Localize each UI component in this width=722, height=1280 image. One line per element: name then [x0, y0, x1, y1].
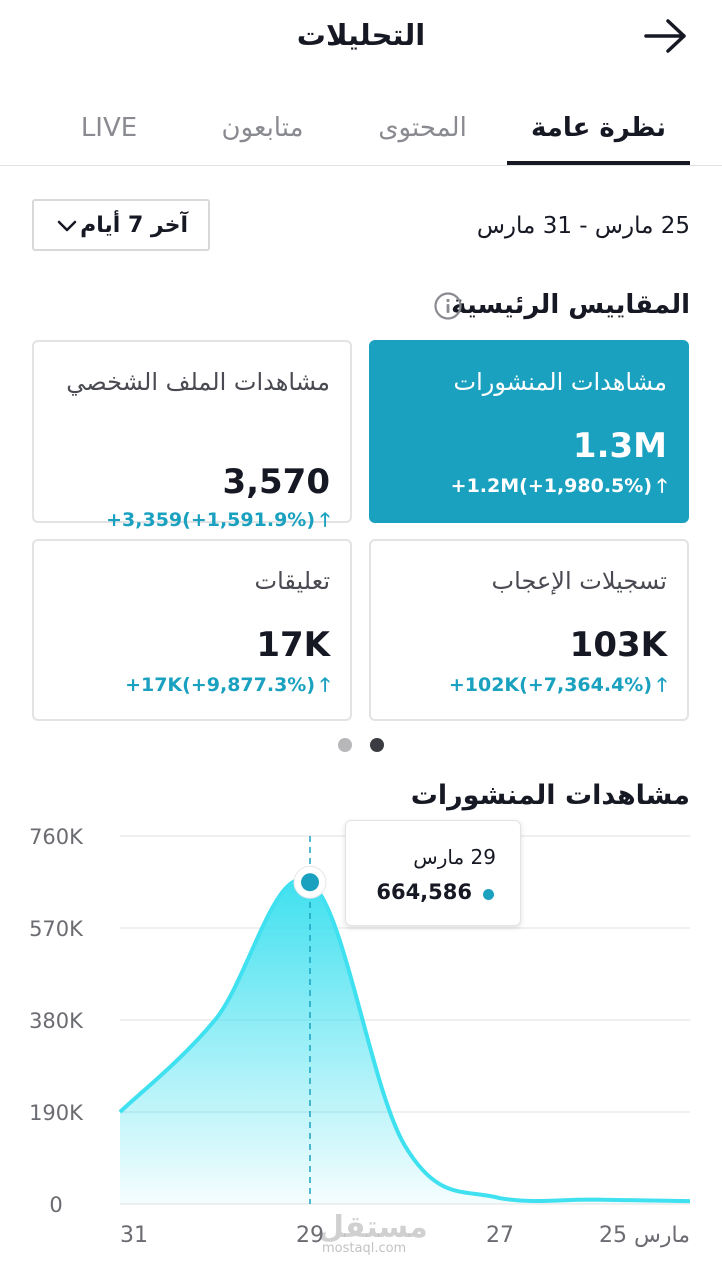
arrow-up-icon: 🡑: [320, 674, 330, 696]
highlight-point[interactable]: [301, 873, 319, 892]
x-tick-label: مارس 25: [599, 1223, 690, 1248]
chevron-down-icon: [57, 220, 77, 232]
series-line: [118, 877, 691, 1204]
metric-card-post-views[interactable]: مشاهدات المنشورات 1.3M +1.2M(+1,980.5%) …: [369, 340, 689, 523]
page-dot-1-active[interactable]: [370, 738, 384, 752]
metric-value: 17K: [256, 625, 330, 665]
arrow-up-icon: 🡑: [320, 509, 330, 531]
x-tick-label: 27: [486, 1223, 514, 1248]
watermark-logo: مستقل: [318, 1210, 428, 1245]
tab-live[interactable]: LIVE: [80, 113, 138, 143]
metric-change: +3,359(+1,591.9%): [106, 509, 316, 531]
metric-value: 1.3M: [572, 426, 667, 466]
tooltip-date: 29 مارس: [413, 845, 496, 869]
x-tick-label: 31: [120, 1223, 148, 1248]
metric-label: تسجيلات الإعجاب: [491, 567, 667, 595]
metric-change-wrap: +17K(+9,877.3%) 🡑: [125, 671, 330, 703]
metric-change-wrap: +102K(+7,364.4%) 🡑: [449, 671, 667, 703]
tab-content[interactable]: المحتوى: [378, 113, 467, 143]
metric-change: +102K(+7,364.4%): [448, 674, 653, 696]
date-range: 25 مارس - 31 مارس: [476, 213, 690, 239]
y-tick-label: 190K: [29, 1101, 84, 1125]
period-dropdown[interactable]: آخر 7 أيام: [32, 199, 210, 251]
tooltip-series-dot: [483, 889, 494, 900]
metric-card-likes[interactable]: تسجيلات الإعجاب 103K +102K(+7,364.4%) 🡑: [369, 539, 689, 721]
tooltip-value: 664,586: [376, 880, 472, 904]
metric-label: مشاهدات الملف الشخصي: [66, 368, 330, 396]
metric-card-comments[interactable]: تعليقات 17K +17K(+9,877.3%) 🡑: [32, 539, 352, 721]
y-tick-label: 760K: [29, 825, 84, 849]
y-tick-label: 570K: [29, 917, 84, 941]
period-label: آخر 7 أيام: [80, 213, 188, 238]
page-title: التحليلات: [296, 18, 426, 52]
metric-change: +17K(+9,877.3%): [125, 674, 316, 696]
arrow-up-icon: 🡑: [657, 674, 667, 696]
arrow-right-icon[interactable]: [640, 16, 690, 56]
chart-tooltip: 29 مارس 664,586: [345, 820, 521, 926]
page-dot-2[interactable]: [338, 738, 352, 752]
arrow-up-icon: 🡑: [657, 475, 667, 497]
x-tick-label: 29: [296, 1223, 324, 1248]
metric-change-wrap: +1.2M(+1,980.5%) 🡑: [451, 472, 667, 504]
watermark-url: mostaql.com: [322, 1241, 407, 1256]
metric-change: +1.2M(+1,980.5%): [450, 475, 653, 497]
metric-change-wrap: +3,359(+1,591.9%) 🡑: [106, 506, 330, 538]
info-icon[interactable]: [432, 290, 464, 322]
series-area: [120, 879, 690, 1204]
chart-title: مشاهدات المنشورات: [410, 780, 690, 811]
metric-label: مشاهدات المنشورات: [453, 368, 667, 396]
tab-followers[interactable]: متابعون: [221, 113, 304, 143]
active-tab-indicator: [507, 161, 690, 165]
tab-divider: [0, 165, 722, 166]
y-tick-label: 0: [49, 1193, 62, 1217]
metric-card-profile-views[interactable]: مشاهدات الملف الشخصي 3,570 +3,359(+1,591…: [32, 340, 352, 531]
tab-overview[interactable]: نظرة عامة: [530, 113, 667, 143]
y-tick-label: 380K: [29, 1009, 84, 1033]
metric-label: تعليقات: [254, 567, 331, 595]
metric-value: 103K: [569, 625, 667, 665]
metric-value: 3,570: [222, 462, 330, 502]
key-metrics-title: المقاييس الرئيسية: [451, 290, 690, 320]
